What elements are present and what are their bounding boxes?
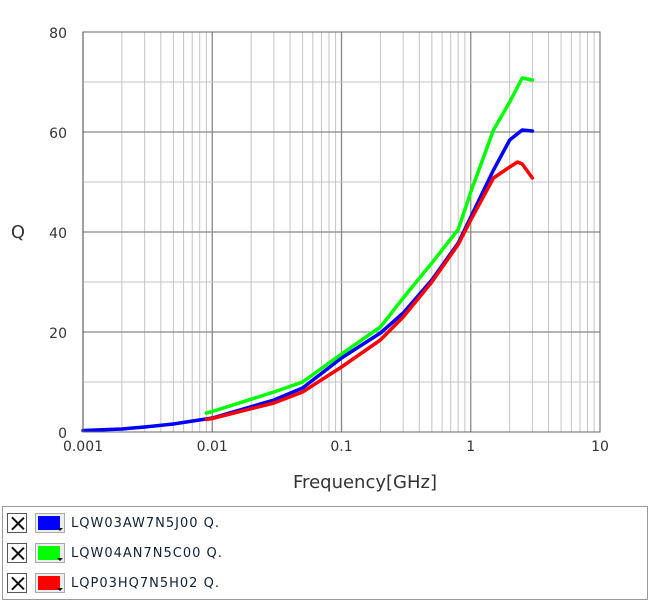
color-picker-button[interactable] <box>35 543 65 563</box>
series-visibility-checkbox[interactable] <box>7 573 27 593</box>
y-tick-label: 80 <box>49 26 67 42</box>
series-line-0 <box>81 128 535 433</box>
legend-label: LQP03HQ7N5H02 Q. <box>71 575 220 591</box>
y-tick-label: 0 <box>58 426 67 442</box>
series-visibility-checkbox[interactable] <box>7 543 27 563</box>
dropdown-arrow-icon <box>57 558 63 561</box>
tick-labels: 0.001 0.01 0.1 1 10 0 20 40 60 80 <box>49 26 609 455</box>
dropdown-arrow-icon <box>57 528 63 531</box>
y-tick-label: 40 <box>49 226 67 242</box>
series-line-1 <box>204 76 535 415</box>
grid <box>82 32 600 432</box>
x-tick-label: 0.001 <box>63 439 103 455</box>
x-axis-label: Frequency[GHz] <box>293 472 437 493</box>
y-tick-label: 20 <box>49 326 67 342</box>
legend-item: LQP03HQ7N5H02 Q. <box>7 571 220 595</box>
legend-label: LQW03AW7N5J00 Q. <box>71 515 221 531</box>
q-frequency-chart: 0.001 0.01 0.1 1 10 0 20 40 60 80 Q Frequency[GHz… <box>11 26 609 493</box>
legend-label: LQW04AN7N5C00 Q. <box>71 545 223 561</box>
legend-item: LQW03AW7N5J00 Q. <box>7 511 220 535</box>
y-tick-label: 60 <box>49 126 67 142</box>
x-tick-label: 1 <box>466 439 475 455</box>
legend: LQW03AW7N5J00 Q. LQW04AN7N5C00 Q. LQP03H… <box>2 506 648 600</box>
x-tick-label: 0.1 <box>330 439 352 455</box>
color-swatch <box>38 546 60 560</box>
x-tick-label: 10 <box>591 439 609 455</box>
legend-item: LQW04AN7N5C00 Q. <box>7 541 223 565</box>
series-visibility-checkbox[interactable] <box>7 513 27 533</box>
color-picker-button[interactable] <box>35 513 65 533</box>
series-lines <box>81 76 535 433</box>
color-swatch <box>38 516 60 530</box>
dropdown-arrow-icon <box>57 588 63 591</box>
series-line-2 <box>204 160 535 422</box>
y-axis-label: Q <box>11 222 25 243</box>
x-tick-label: 0.01 <box>197 439 228 455</box>
color-swatch <box>38 576 60 590</box>
plot-border <box>82 31 601 433</box>
color-picker-button[interactable] <box>35 573 65 593</box>
